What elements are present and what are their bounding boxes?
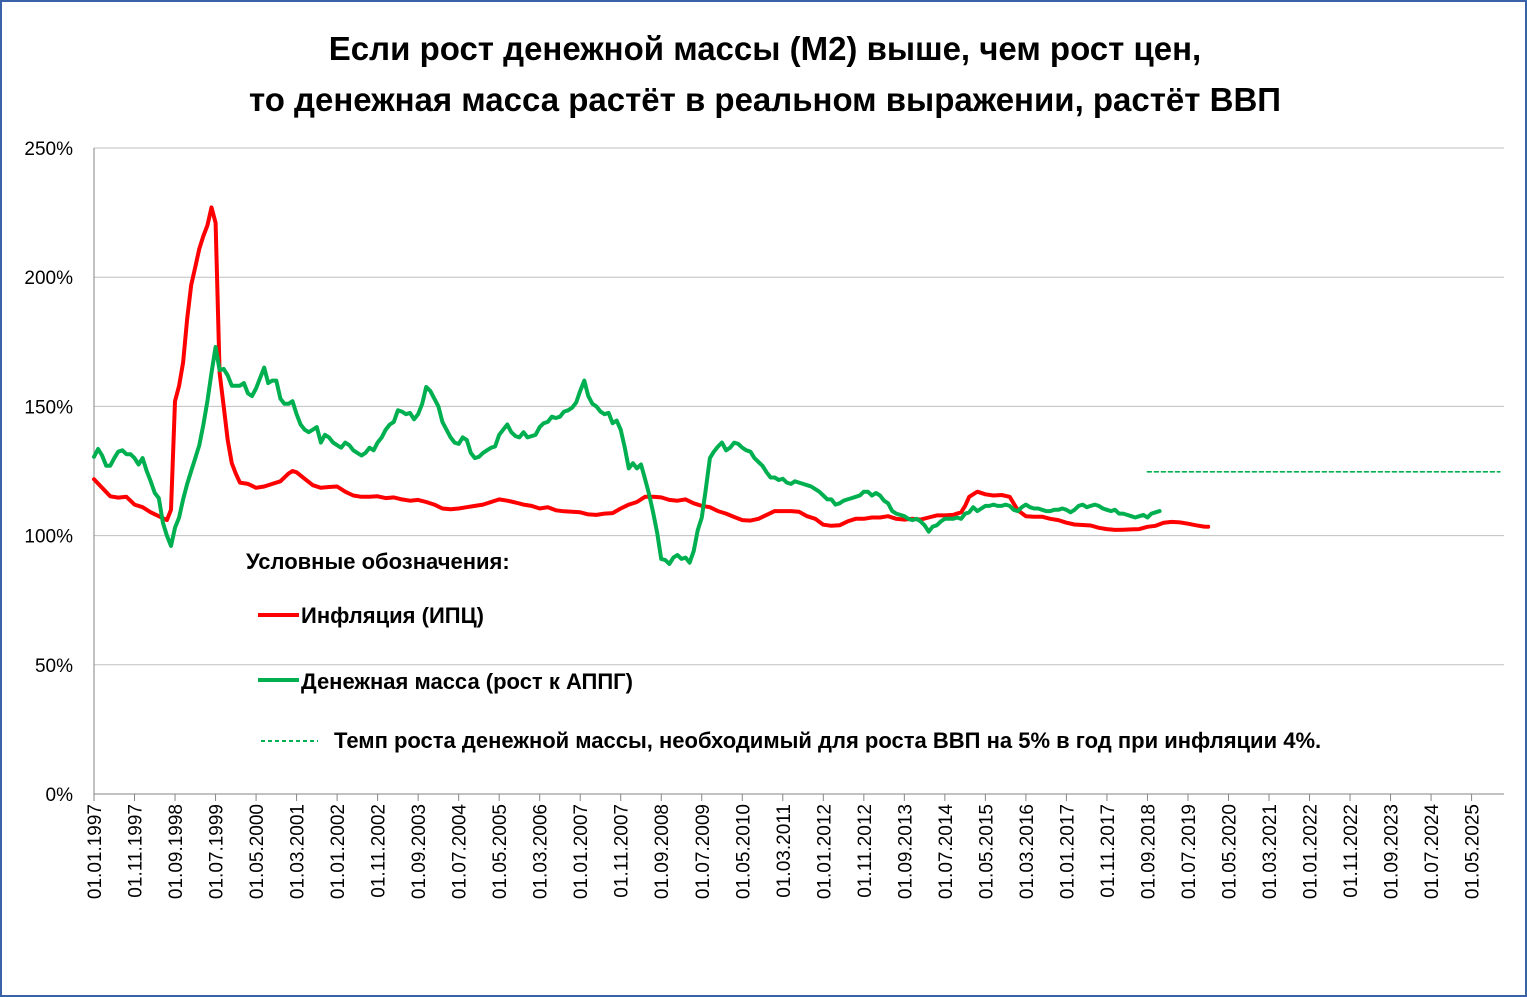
x-tick-label: 01.11.2002: [369, 804, 390, 898]
x-tick-label: 01.07.2014: [936, 804, 957, 900]
x-tick-label: 01.07.2004: [450, 804, 471, 900]
y-tick-label: 250%: [24, 139, 73, 160]
x-tick-label: 01.01.2017: [1057, 804, 1078, 899]
gridlines: [93, 147, 1504, 801]
x-axis-tick-labels: 01.01.1997 01.11.1997 01.09.1998 01.07.1999…: [85, 804, 1484, 900]
y-tick-label: 200%: [24, 268, 73, 289]
x-tick-label: 01.11.2007: [612, 804, 633, 898]
x-tick-label: 01.07.2024: [1422, 804, 1443, 900]
x-tick-label: 01.01.2012: [814, 804, 835, 899]
x-tick-label: 01.03.2001: [288, 804, 309, 899]
x-tick-label: 01.11.2017: [1098, 804, 1119, 898]
x-tick-label: 01.05.2010: [733, 804, 754, 899]
x-tick-label: 01.09.2013: [895, 804, 916, 899]
x-tick-label: 01.05.2020: [1219, 804, 1240, 899]
x-tick-label: 01.07.2009: [693, 804, 714, 899]
x-tick-label: 01.05.2005: [490, 804, 511, 899]
x-tick-label: 01.09.2018: [1138, 804, 1159, 899]
x-tick-label: 01.07.2019: [1179, 804, 1200, 899]
y-tick-label: 150%: [24, 397, 73, 418]
x-tick-label: 01.01.2002: [328, 804, 349, 899]
x-tick-label: 01.03.2016: [1017, 804, 1038, 899]
x-tick-label: 01.03.2021: [1260, 804, 1281, 899]
x-tick-label: 01.07.1999: [207, 804, 228, 899]
chart-title-line-2: то денежная масса растёт в реальном выра…: [249, 81, 1281, 118]
legend-label-required-growth: Темп роста денежной массы, необходимый д…: [334, 728, 1321, 753]
y-tick-label: 100%: [24, 527, 73, 548]
x-tick-label: 01.01.2007: [571, 804, 592, 899]
series-line-money-supply: [92, 345, 1162, 566]
x-tick-label: 01.11.2022: [1341, 804, 1362, 898]
x-tick-label: 01.03.2006: [531, 804, 552, 899]
series-line-inflation: [92, 205, 1211, 532]
x-tick-label: 01.09.2003: [409, 804, 430, 899]
x-tick-label: 01.11.2012: [855, 804, 876, 898]
legend: Условные обозначения: Инфляция (ИПЦ) Ден…: [246, 549, 1321, 753]
x-tick-label: 01.09.1998: [166, 804, 187, 899]
x-tick-label: 01.09.2023: [1382, 804, 1403, 899]
x-tick-label: 01.09.2008: [652, 804, 673, 899]
y-tick-label: 50%: [35, 656, 73, 677]
x-tick-label: 01.03.2011: [774, 804, 795, 898]
x-tick-label: 01.01.1997: [85, 804, 106, 899]
y-axis-tick-labels: 0% 50% 100% 150% 200% 250%: [24, 139, 73, 806]
chart-title-line-1: Если рост денежной массы (М2) выше, чем …: [329, 30, 1201, 67]
y-tick-label: 0%: [46, 785, 74, 806]
x-tick-label: 01.11.1997: [126, 804, 147, 898]
x-tick-label: 01.05.2025: [1463, 804, 1484, 899]
legend-label-money-supply: Денежная масса (рост к АППГ): [301, 669, 633, 694]
legend-label-inflation: Инфляция (ИПЦ): [301, 603, 484, 628]
x-tick-label: 01.01.2022: [1301, 804, 1322, 899]
x-tick-label: 01.05.2000: [247, 804, 268, 899]
x-tick-label: 01.05.2015: [976, 804, 997, 899]
legend-title: Условные обозначения:: [246, 549, 510, 574]
series-lines: [92, 205, 1501, 566]
